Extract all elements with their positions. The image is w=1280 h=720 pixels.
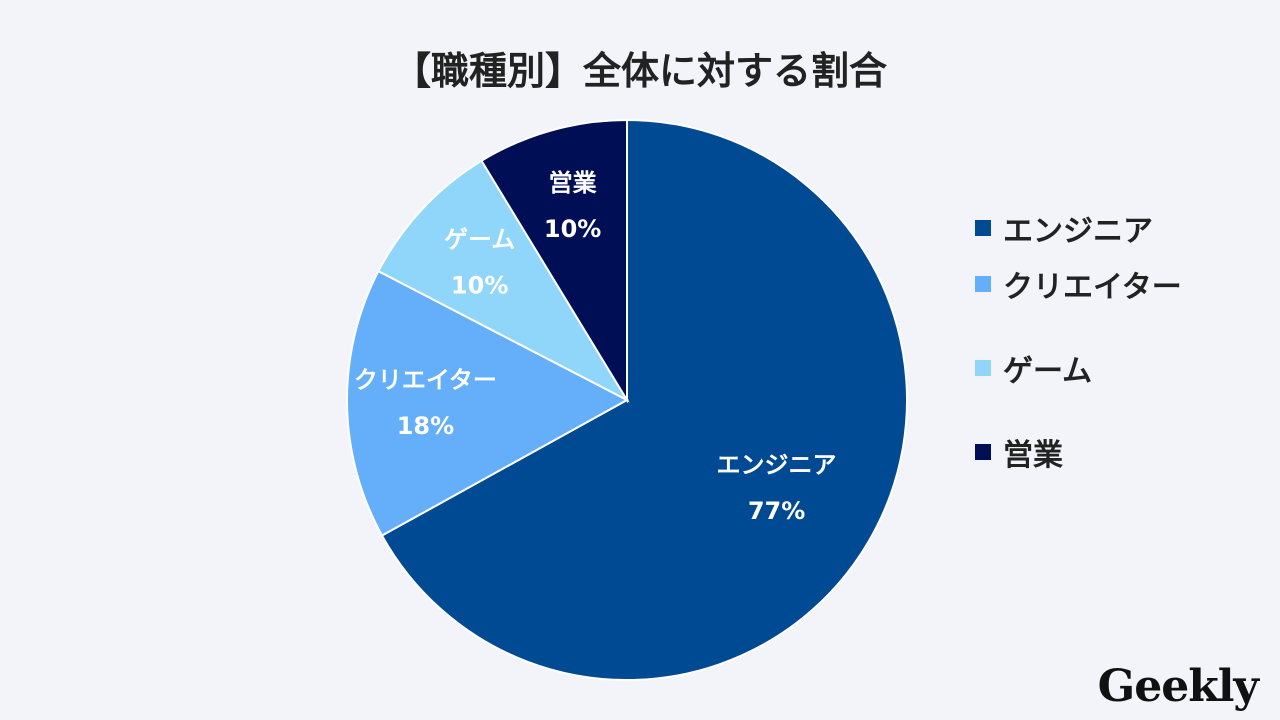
legend-swatch bbox=[975, 220, 991, 236]
legend-label: エンジニア bbox=[1003, 214, 1153, 249]
slice-category-label: 営業 bbox=[549, 169, 597, 197]
legend-item: 営業 bbox=[975, 396, 1182, 508]
slice-category-label: エンジニア bbox=[717, 451, 837, 479]
legend-swatch bbox=[975, 276, 991, 292]
slice-percent-label: 18% bbox=[397, 412, 454, 440]
legend-label: ゲーム bbox=[1003, 354, 1093, 389]
legend-item: エンジニア bbox=[975, 200, 1182, 256]
pie-slice-3 bbox=[480, 118, 628, 404]
slice-category-label: ゲーム bbox=[444, 225, 515, 253]
pie-slice-2 bbox=[377, 159, 630, 403]
slice-percent-label: 10% bbox=[451, 271, 508, 299]
legend: エンジニアクリエイター ゲーム営業 bbox=[975, 200, 1182, 508]
geekly-logo: Geekly bbox=[1097, 661, 1259, 712]
pie-slice-0 bbox=[380, 118, 908, 681]
legend-label: クリエイター bbox=[1003, 270, 1182, 305]
chart-title: 【職種別】全体に対する割合 bbox=[392, 49, 887, 93]
legend-label: 営業 bbox=[1003, 438, 1063, 473]
slice-percent-label: 10% bbox=[544, 215, 601, 243]
pie-slice-1 bbox=[346, 269, 630, 537]
slice-percent-label: 77% bbox=[748, 497, 805, 525]
slice-category-label: クリエイター bbox=[354, 366, 497, 394]
legend-swatch bbox=[975, 360, 991, 376]
legend-item: ゲーム bbox=[975, 312, 1182, 424]
legend-item: クリエイター bbox=[975, 228, 1182, 340]
legend-swatch bbox=[975, 444, 991, 460]
